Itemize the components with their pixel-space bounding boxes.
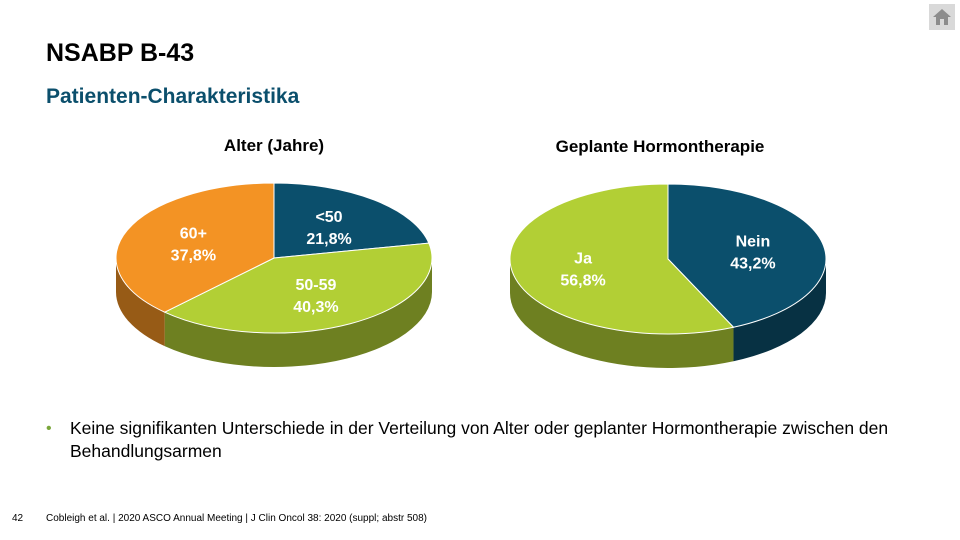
pie-label-1-0: Nein: [736, 233, 771, 250]
pie-chart-hormone-title: Geplante Hormontherapie: [555, 137, 765, 156]
pie-side-0-1: [164, 258, 433, 368]
pie-value-0-0: 21,8%: [306, 231, 351, 248]
bullet-text: Keine signifikanten Unterschiede in der …: [70, 418, 889, 461]
pie-label-0-2: 60+: [180, 226, 207, 243]
pie-side-1-0: [733, 259, 826, 362]
bullet-item: • Keine signifikanten Unterschiede in de…: [46, 417, 926, 463]
slide-title: NSABP B-43: [46, 39, 195, 67]
bullet-dot-icon: •: [46, 420, 52, 437]
home-icon: [933, 9, 951, 25]
pie-value-0-2: 37,8%: [171, 248, 216, 265]
pie-value-0-1: 40,3%: [293, 299, 338, 316]
pie-slice-0-2: [115, 182, 275, 313]
pie-slice-1-1: [509, 183, 735, 335]
pie-label-0-0: <50: [315, 209, 342, 226]
pie-side-0-2: [116, 258, 165, 347]
pie-label-1-1: Ja: [574, 251, 592, 268]
pie-value-1-0: 43,2%: [730, 255, 775, 272]
pie-side-1-1: [510, 259, 734, 368]
bullet-list: • Keine signifikanten Unterschiede in de…: [46, 417, 926, 463]
pie-label-0-1: 50-59: [295, 277, 336, 294]
pie-value-1-1: 56,8%: [560, 273, 605, 290]
pie-chart-age-title: Alter (Jahre): [223, 136, 325, 155]
page-number: 42: [12, 513, 24, 524]
slide-subtitle: Patienten-Charakteristika: [46, 85, 300, 108]
footer-reference: Cobleigh et al. | 2020 ASCO Annual Meeti…: [46, 513, 427, 524]
home-button[interactable]: [929, 4, 955, 30]
pie-chart-hormone: Nein 43,2% Ja 56,8%: [509, 183, 827, 368]
pie-slice-0-1: [163, 242, 433, 334]
pie-chart-age: <50 21,8% 50-59 40,3% 60+ 37,8%: [115, 182, 433, 368]
pie-slice-0-0: [273, 182, 430, 259]
pie-slice-1-0: [667, 183, 827, 328]
